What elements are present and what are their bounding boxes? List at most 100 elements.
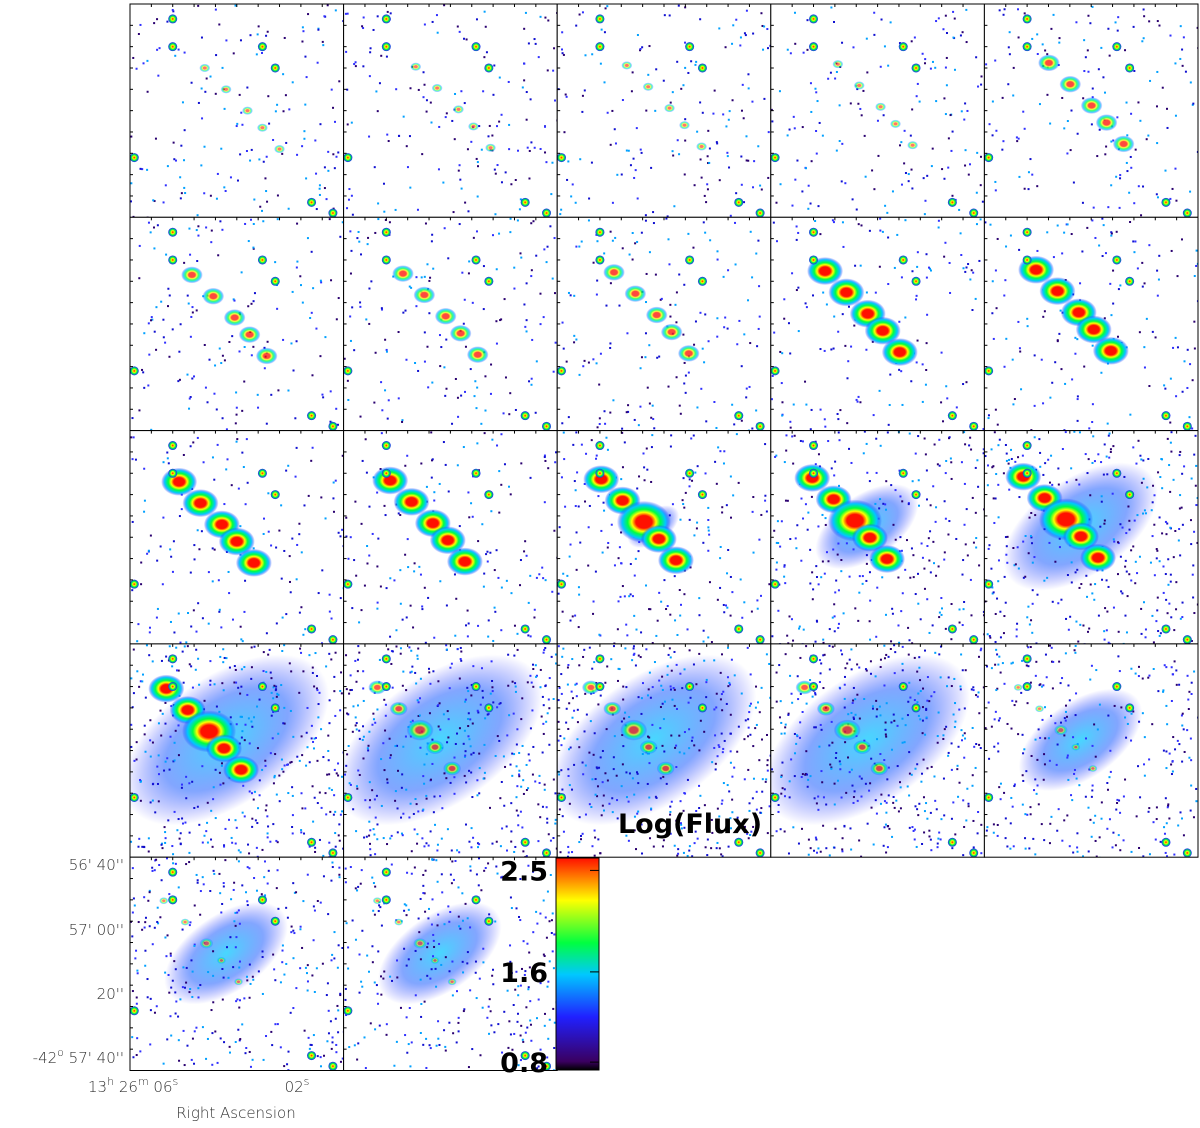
point-source: [947, 411, 957, 421]
noise-pixel: [942, 28, 945, 31]
noise-pixel: [832, 221, 835, 224]
noise-pixel: [726, 606, 729, 609]
noise-pixel: [873, 188, 876, 191]
noise-pixel: [770, 108, 773, 111]
noise-pixel: [877, 154, 880, 157]
noise-pixel: [634, 664, 637, 667]
noise-pixel: [958, 608, 961, 611]
noise-pixel: [823, 349, 826, 352]
noise-pixel: [281, 768, 284, 771]
noise-pixel: [288, 662, 291, 665]
noise-pixel: [546, 712, 549, 715]
point-source: [911, 490, 921, 500]
noise-pixel: [179, 176, 182, 179]
noise-pixel: [295, 578, 298, 581]
noise-pixel: [401, 684, 404, 687]
noise-pixel: [595, 362, 598, 365]
noise-pixel: [1031, 542, 1034, 545]
noise-pixel: [498, 232, 501, 235]
channel-panel: [343, 216, 558, 432]
noise-pixel: [884, 823, 887, 826]
noise-pixel: [940, 401, 943, 404]
noise-pixel: [1005, 452, 1008, 455]
noise-pixel: [1169, 197, 1172, 200]
noise-pixel: [531, 773, 534, 776]
noise-pixel: [475, 407, 478, 410]
noise-pixel: [766, 832, 769, 835]
noise-pixel: [482, 265, 485, 268]
noise-pixel: [459, 646, 462, 649]
noise-pixel: [461, 271, 464, 274]
noise-pixel: [646, 468, 649, 471]
noise-pixel: [557, 720, 560, 723]
noise-pixel: [431, 459, 434, 462]
noise-pixel: [295, 340, 298, 343]
noise-pixel: [972, 846, 975, 849]
point-source: [542, 208, 552, 218]
noise-pixel: [296, 222, 299, 225]
noise-pixel: [1072, 181, 1075, 184]
noise-pixel: [237, 487, 240, 490]
noise-pixel: [310, 250, 313, 253]
noise-pixel: [824, 523, 827, 526]
noise-pixel: [494, 610, 497, 613]
noise-pixel: [460, 90, 463, 93]
noise-pixel: [791, 204, 794, 207]
noise-pixel: [281, 152, 284, 155]
noise-pixel: [198, 683, 201, 686]
noise-pixel: [747, 87, 750, 90]
noise-pixel: [527, 753, 530, 756]
noise-pixel: [184, 192, 187, 195]
noise-pixel: [1031, 173, 1034, 176]
point-source: [471, 468, 481, 478]
noise-pixel: [404, 464, 407, 467]
noise-pixel: [633, 614, 636, 617]
noise-pixel: [468, 840, 471, 843]
noise-pixel: [837, 626, 840, 629]
noise-pixel: [1094, 236, 1097, 239]
noise-pixel: [162, 336, 165, 339]
noise-pixel: [369, 47, 372, 50]
noise-pixel: [943, 558, 946, 561]
noise-pixel: [139, 23, 142, 26]
noise-pixel: [455, 597, 458, 600]
noise-pixel: [228, 340, 231, 343]
noise-pixel: [669, 303, 672, 306]
noise-pixel: [1157, 471, 1160, 474]
noise-pixel: [492, 639, 495, 642]
noise-pixel: [526, 146, 529, 149]
noise-pixel: [425, 797, 428, 800]
noise-pixel: [714, 768, 717, 771]
noise-pixel: [1151, 330, 1154, 333]
noise-pixel: [348, 692, 351, 695]
noise-pixel: [522, 850, 525, 853]
noise-pixel: [1182, 36, 1185, 39]
noise-pixel: [356, 704, 359, 707]
noise-pixel: [263, 517, 266, 520]
noise-pixel: [978, 712, 981, 715]
noise-pixel: [1038, 438, 1041, 441]
point-source: [343, 579, 353, 589]
noise-pixel: [860, 777, 863, 780]
noise-pixel: [561, 321, 564, 324]
noise-pixel: [328, 787, 331, 790]
noise-pixel: [1005, 245, 1008, 248]
noise-pixel: [347, 398, 350, 401]
noise-pixel: [991, 586, 994, 589]
noise-pixel: [371, 723, 374, 726]
channel-panel: [983, 430, 1199, 645]
noise-pixel: [999, 636, 1002, 639]
noise-pixel: [827, 77, 830, 80]
noise-pixel: [1127, 505, 1130, 508]
channel-panel: [556, 643, 772, 858]
noise-pixel: [659, 727, 662, 730]
noise-pixel: [678, 404, 681, 407]
noise-pixel: [686, 778, 689, 781]
noise-pixel: [1137, 439, 1140, 442]
noise-pixel: [311, 666, 314, 669]
noise-pixel: [989, 636, 992, 639]
noise-pixel: [499, 845, 502, 848]
noise-pixel: [818, 121, 821, 124]
noise-pixel: [997, 580, 1000, 583]
noise-pixel: [892, 713, 895, 716]
